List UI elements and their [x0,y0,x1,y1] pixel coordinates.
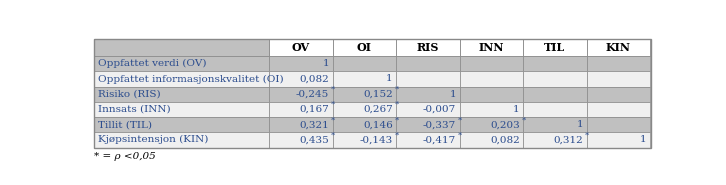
Bar [523,71,587,87]
Text: OV: OV [292,42,310,53]
Text: *: * [394,101,399,109]
Bar [333,56,396,71]
Text: 1: 1 [449,90,456,99]
Bar [523,102,587,117]
Text: KIN: KIN [605,42,631,53]
Text: *: * [394,116,399,124]
Bar [396,56,460,71]
Text: TIL: TIL [544,42,566,53]
Text: 0,435: 0,435 [299,135,329,144]
Text: *: * [331,116,335,124]
Bar [333,39,396,56]
Text: *: * [458,131,462,139]
Bar [523,117,587,132]
Text: Innsats (INN): Innsats (INN) [97,105,170,114]
Text: Oppfattet informasjonskvalitet (OI): Oppfattet informasjonskvalitet (OI) [97,74,283,83]
Text: 1: 1 [513,105,520,114]
Text: RIS: RIS [417,42,439,53]
Text: *: * [458,116,462,124]
Bar [94,56,269,71]
Bar [460,102,523,117]
Text: 1: 1 [576,120,583,129]
Bar [587,132,650,148]
Text: *: * [585,131,589,139]
Text: 0,167: 0,167 [299,105,329,114]
Bar [587,39,650,56]
Bar [587,56,650,71]
Text: *: * [394,86,399,94]
Bar [269,102,333,117]
Bar [460,56,523,71]
Text: 0,267: 0,267 [363,105,393,114]
Bar [269,56,333,71]
Bar [94,39,269,56]
Text: OI: OI [356,42,372,53]
Text: Kjøpsintensjon (KIN): Kjøpsintensjon (KIN) [97,135,208,144]
Bar [94,87,269,102]
Text: 0,082: 0,082 [299,74,329,83]
Text: Tillit (TIL): Tillit (TIL) [97,120,152,129]
Text: *: * [331,131,335,139]
Bar [94,117,269,132]
Bar [523,87,587,102]
Bar [333,132,396,148]
Text: *: * [331,86,335,94]
Text: 0,146: 0,146 [363,120,393,129]
Text: INN: INN [478,42,504,53]
Text: Risiko (RIS): Risiko (RIS) [97,90,160,99]
Text: -0,337: -0,337 [423,120,456,129]
Text: 0,203: 0,203 [490,120,520,129]
Bar [269,71,333,87]
Bar [269,39,333,56]
Bar [523,56,587,71]
Text: *: * [394,131,399,139]
Bar [94,39,650,148]
Bar [587,102,650,117]
Text: 1: 1 [640,135,647,144]
Bar [94,102,269,117]
Bar [523,39,587,56]
Bar [94,132,269,148]
Bar [587,117,650,132]
Bar [396,102,460,117]
Text: -0,143: -0,143 [359,135,393,144]
Bar [460,117,523,132]
Text: 0,312: 0,312 [553,135,583,144]
Bar [333,102,396,117]
Text: 0,082: 0,082 [490,135,520,144]
Bar [460,71,523,87]
Bar [396,39,460,56]
Bar [460,132,523,148]
Bar [269,87,333,102]
Bar [396,71,460,87]
Text: -0,245: -0,245 [296,90,329,99]
Text: -0,417: -0,417 [423,135,456,144]
Text: 0,321: 0,321 [299,120,329,129]
Text: * = ρ <0,05: * = ρ <0,05 [94,152,155,161]
Text: Oppfattet verdi (OV): Oppfattet verdi (OV) [97,59,206,68]
Text: *: * [521,116,526,124]
Bar [460,87,523,102]
Bar [587,87,650,102]
Bar [269,132,333,148]
Bar [333,71,396,87]
Bar [587,71,650,87]
Bar [333,87,396,102]
Text: 1: 1 [322,59,329,68]
Text: 0,152: 0,152 [363,90,393,99]
Bar [396,117,460,132]
Text: -0,007: -0,007 [423,105,456,114]
Text: *: * [331,101,335,109]
Bar [333,117,396,132]
Bar [269,117,333,132]
Bar [460,39,523,56]
Bar [396,87,460,102]
Text: 1: 1 [386,74,393,83]
Bar [523,132,587,148]
Bar [94,71,269,87]
Bar [396,132,460,148]
